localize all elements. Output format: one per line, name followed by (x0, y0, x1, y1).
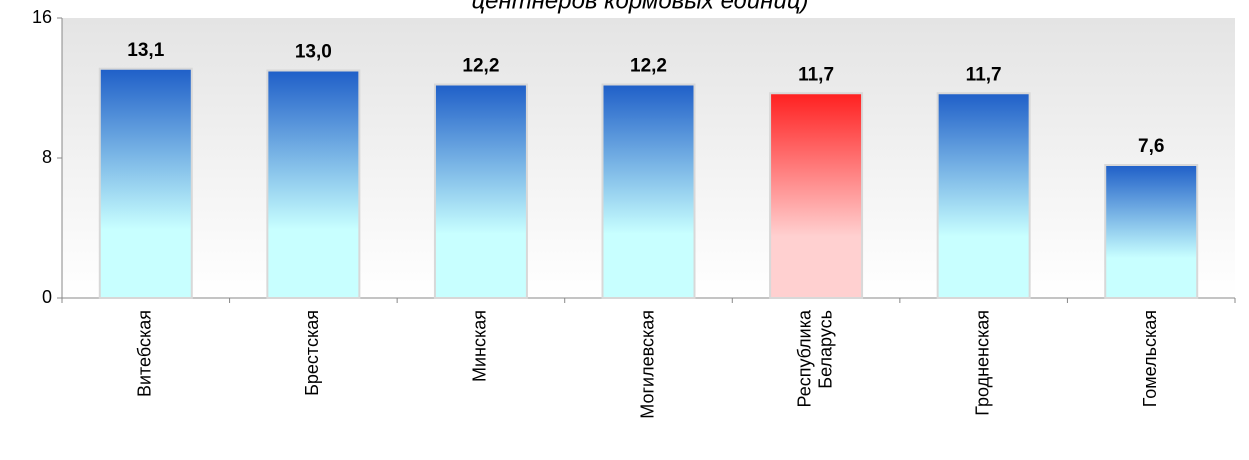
bar (601, 83, 696, 299)
x-tick-label: Минская (470, 310, 490, 382)
x-tick-label: РеспубликаБеларусь (794, 309, 835, 408)
value-label: 13,0 (295, 42, 332, 63)
bar (98, 67, 193, 299)
value-label: 11,7 (798, 64, 834, 85)
y-tick-label: 16 (32, 7, 52, 27)
x-tick-label: Гродненская (972, 310, 992, 416)
bar (769, 92, 864, 299)
x-tick-label: Витебская (135, 310, 155, 397)
x-tick-label: Брестская (302, 310, 322, 396)
y-tick-label: 0 (42, 287, 52, 307)
bar (266, 69, 361, 299)
x-tick-label: Гомельская (1140, 310, 1160, 407)
value-label: 11,7 (966, 64, 1002, 85)
value-label: 13,1 (127, 40, 164, 61)
value-label: 12,2 (630, 56, 667, 77)
x-tick-label: Могилевская (637, 310, 657, 419)
y-tick-label: 8 (42, 147, 52, 167)
value-label: 7,6 (1138, 136, 1164, 157)
bar (433, 83, 528, 299)
bar (936, 92, 1031, 299)
value-label: 12,2 (462, 56, 499, 77)
chart-title: центнеров кормовых единиц) (471, 0, 808, 14)
bar (1104, 164, 1199, 299)
